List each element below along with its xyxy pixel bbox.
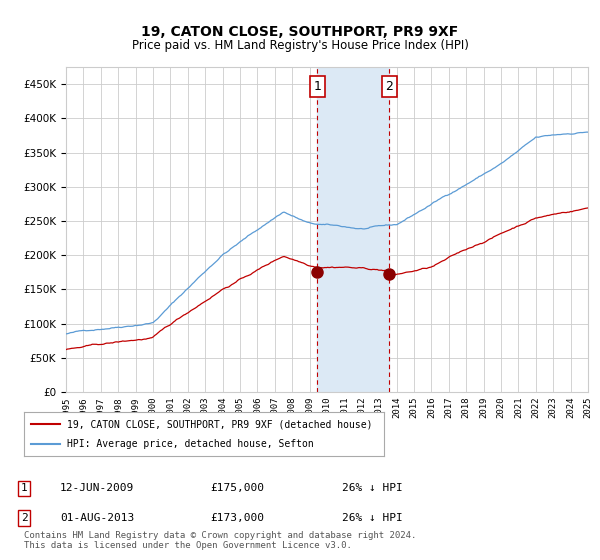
Text: HPI: Average price, detached house, Sefton: HPI: Average price, detached house, Seft…	[67, 439, 314, 449]
Text: £175,000: £175,000	[210, 483, 264, 493]
Bar	[317, 67, 389, 392]
Text: 1: 1	[20, 483, 28, 493]
Text: 12-JUN-2009: 12-JUN-2009	[60, 483, 134, 493]
Text: £173,000: £173,000	[210, 513, 264, 523]
Text: 01-AUG-2013: 01-AUG-2013	[60, 513, 134, 523]
Text: 19, CATON CLOSE, SOUTHPORT, PR9 9XF (detached house): 19, CATON CLOSE, SOUTHPORT, PR9 9XF (det…	[67, 419, 373, 429]
Text: 2: 2	[385, 80, 393, 93]
Text: 19, CATON CLOSE, SOUTHPORT, PR9 9XF: 19, CATON CLOSE, SOUTHPORT, PR9 9XF	[142, 25, 458, 39]
Text: 2: 2	[20, 513, 28, 523]
Text: Contains HM Land Registry data © Crown copyright and database right 2024.
This d: Contains HM Land Registry data © Crown c…	[24, 530, 416, 550]
Text: 1: 1	[313, 80, 322, 93]
Text: 26% ↓ HPI: 26% ↓ HPI	[342, 513, 403, 523]
Text: 26% ↓ HPI: 26% ↓ HPI	[342, 483, 403, 493]
Text: Price paid vs. HM Land Registry's House Price Index (HPI): Price paid vs. HM Land Registry's House …	[131, 39, 469, 52]
